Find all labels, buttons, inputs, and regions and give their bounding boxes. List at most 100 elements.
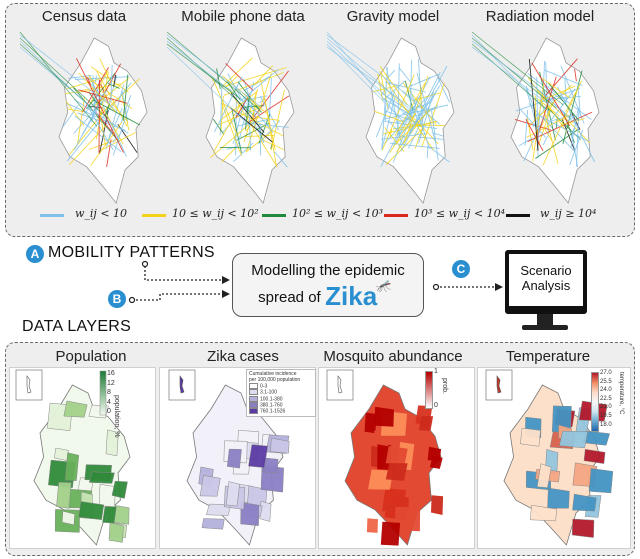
mobile-phone-title: Mobile phone data: [181, 8, 305, 25]
department-patch: [536, 463, 552, 488]
population-colorbar: [99, 370, 107, 416]
flow-edge: [214, 76, 243, 133]
flow-edge: [570, 128, 575, 139]
department-patch: [64, 452, 80, 481]
flow-edge: [576, 108, 580, 167]
flow-edge: [557, 86, 596, 163]
flow-edge: [19, 34, 107, 103]
scenario-label: Scenario: [520, 263, 572, 278]
flow-edge: [227, 87, 278, 168]
mosquito-colorbar-label: prob.: [441, 378, 448, 394]
temp-tick: 22.5: [600, 395, 612, 402]
department-patch: [61, 510, 75, 526]
flow-edge: [166, 31, 260, 110]
flow-edge: [545, 85, 592, 121]
flow-edge: [68, 124, 107, 166]
flow-edge: [379, 66, 408, 106]
department-patch: [364, 412, 377, 434]
flow-edge: [326, 34, 425, 108]
flow-edge: [113, 74, 117, 87]
flow-edge: [244, 76, 270, 91]
modelling-line1: Modelling the epidemic: [251, 262, 405, 279]
department-patch: [588, 468, 614, 494]
department-patch: [520, 427, 541, 447]
zika-legend-item: 0-3: [249, 383, 313, 389]
zika-legend-swatch: [249, 383, 258, 389]
mosquito-tick-max: 1: [434, 368, 438, 375]
flow-edge: [90, 121, 123, 166]
legend-swatch-100-1000: [262, 214, 286, 217]
zika-legend-text: 100.1-380: [260, 395, 283, 402]
flow-edge: [381, 97, 396, 150]
pop-tick: 0: [107, 408, 111, 415]
flow-edge: [87, 76, 92, 86]
flow-edge: [562, 70, 583, 145]
flow-edge: [528, 58, 539, 151]
flow-edge: [471, 46, 551, 106]
flow-edge: [389, 128, 393, 138]
flow-edge: [99, 58, 111, 82]
mosquito-icon: 🦟: [375, 278, 392, 293]
flow-edge: [255, 116, 280, 121]
flow-edge: [166, 40, 261, 115]
zika-legend-text: 3.1-100: [260, 389, 277, 396]
flow-edge: [426, 145, 429, 159]
flow-edge: [409, 88, 430, 149]
flow-edge: [104, 103, 111, 117]
zika-legend-swatch: [249, 395, 258, 402]
department-patch: [377, 443, 391, 470]
mosquito-colorbar: [425, 371, 433, 409]
flow-edge: [414, 127, 423, 149]
layer-map-1: [168, 369, 290, 546]
monitor-base: [522, 325, 568, 330]
flow-edge: [107, 83, 120, 89]
temp-tick: 18.0: [600, 421, 612, 428]
zika-legend-text: 0-3: [260, 383, 268, 390]
flow-edge: [220, 95, 224, 133]
department-patch: [571, 518, 595, 538]
zika-legend-swatch: [249, 389, 258, 396]
flow-edge: [78, 89, 128, 104]
zika-legend-item: 760.1-1526: [249, 408, 313, 415]
pop-tick: 4: [107, 398, 111, 406]
department-patch: [270, 437, 290, 454]
legend-swatch-lt10: [40, 214, 64, 217]
flow-edge: [418, 91, 434, 144]
flow-edge: [326, 40, 415, 123]
flow-edge: [535, 128, 580, 159]
flow-edge: [518, 137, 533, 147]
flow-edge: [82, 89, 108, 116]
zika-legend-text: 760.1-1526: [260, 408, 286, 415]
flow-edge: [518, 107, 546, 138]
flow-edge: [546, 88, 576, 126]
flow-edge: [237, 81, 262, 113]
flow-edge: [555, 118, 558, 128]
temperature-colorbar-label: temperature, °C: [618, 372, 624, 415]
department-patch: [225, 481, 240, 507]
department-patch: [199, 475, 221, 497]
flow-edge: [544, 69, 583, 86]
mobility-map-0: [19, 31, 148, 204]
department-patch: [395, 507, 421, 532]
department-patch: [547, 487, 570, 509]
department-patch: [366, 518, 378, 533]
flow-edge: [384, 81, 426, 93]
flow-edge: [73, 92, 106, 151]
flow-edge: [250, 70, 289, 121]
department-patch: [108, 522, 124, 543]
legend-swatch-10-100: [142, 214, 166, 217]
temp-tick: 27.0: [600, 370, 612, 376]
department-patch: [56, 482, 72, 509]
flow-edge: [574, 69, 577, 82]
flow-edge: [570, 107, 579, 149]
flow-edge: [243, 122, 289, 128]
department-patch: [105, 429, 119, 457]
flow-edge: [471, 40, 555, 102]
flow-edge: [19, 37, 109, 120]
flow-edge: [88, 138, 119, 150]
department-patch: [559, 430, 589, 449]
flow-edge: [270, 89, 285, 151]
department-patch: [572, 493, 597, 512]
department-patch: [63, 400, 88, 418]
flow-edge: [326, 46, 423, 116]
